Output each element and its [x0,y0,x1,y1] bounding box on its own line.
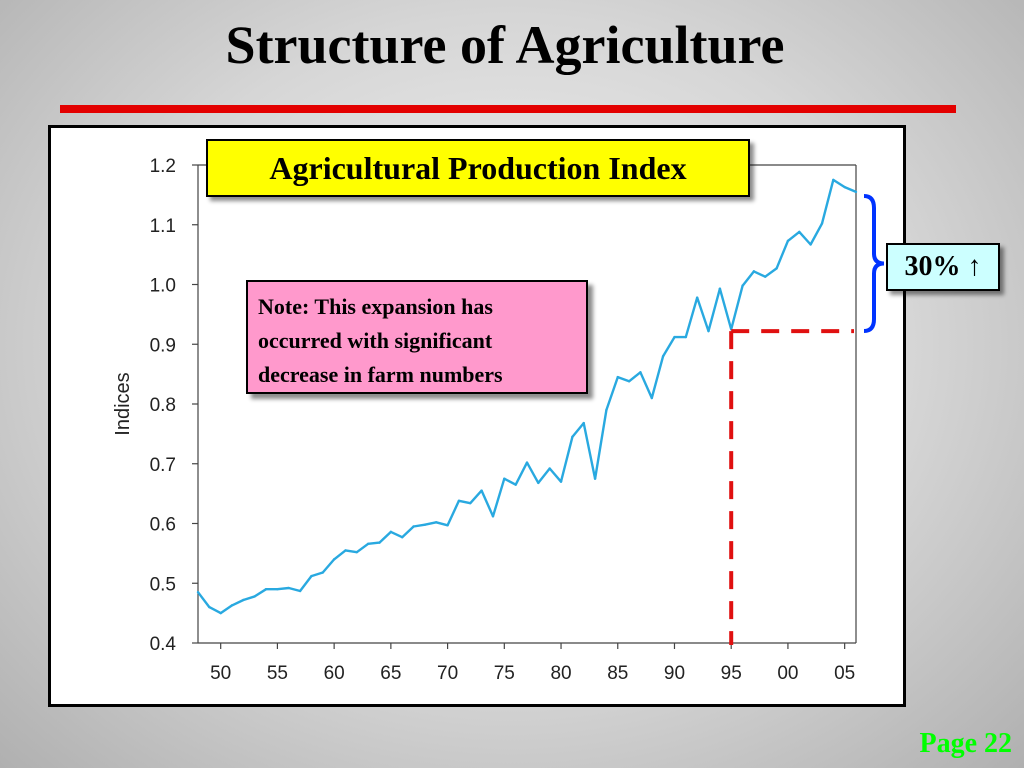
x-tick-label: 85 [607,663,628,684]
data-point [287,586,290,590]
data-point [208,605,211,609]
data-point [276,588,279,591]
note-line: decrease in farm numbers [258,362,503,387]
data-point [389,530,393,534]
data-point [582,421,585,425]
x-tick-label: 95 [721,663,742,684]
data-point [820,222,824,225]
y-tick-label: 0.6 [150,515,176,536]
data-point [401,536,404,539]
data-point [446,524,449,527]
data-point [752,270,756,273]
brace-icon [863,194,885,333]
data-point [661,355,665,358]
data-point [718,287,722,290]
note-box: Note: This expansion has occurred with s… [246,280,588,394]
data-point [423,523,427,526]
data-point [832,178,835,182]
slide-title: Structure of Agriculture [225,15,785,75]
data-point [480,489,483,492]
x-tick-label: 00 [777,663,798,684]
data-point [298,589,302,593]
x-tick-label: 65 [380,663,401,684]
chart-series [196,178,858,615]
data-point [412,525,415,528]
chart-axes [197,164,857,644]
data-point [355,550,359,554]
chart-reference-markers [729,194,885,645]
note-line: occurred with significant [258,328,493,353]
data-point [503,477,506,480]
x-tick-label: 55 [267,663,288,684]
page-number: Page 22 [919,728,1012,759]
data-point [332,558,336,561]
data-point [378,541,381,544]
data-point [639,371,642,374]
data-point [786,239,790,243]
data-point [457,499,461,502]
data-point [514,483,517,486]
data-point [537,481,540,485]
data-point [798,230,801,234]
data-point [593,477,597,480]
data-point [230,604,234,607]
chart-ticks: 0.4 0.5 0.6 0.7 0.8 0.9 1.0 1.1 1.2 50 55 60 65 70 75 8… [150,156,856,684]
data-point [310,574,313,578]
y-tick-label: 1.1 [150,216,176,237]
data-point [764,275,767,278]
data-point [650,396,653,400]
chart-title-box: Agricultural Production Index [206,139,750,197]
data-point [344,549,347,552]
data-point [321,571,324,574]
data-point [196,591,200,594]
data-point [491,515,495,518]
growth-badge: 30% ↑ [886,243,1000,291]
y-tick-label: 0.9 [150,335,176,356]
data-point [809,243,812,246]
y-tick-label: 0.4 [150,634,177,655]
data-point [627,380,631,383]
x-tick-label: 60 [324,663,345,684]
data-point [264,588,268,591]
y-tick-label: 0.8 [150,395,176,416]
data-point [219,611,222,615]
data-point [559,480,563,483]
y-tick-label: 0.7 [150,455,176,476]
data-point [695,296,699,299]
y-tick-label: 1.0 [150,276,176,297]
title-rule [60,105,956,113]
y-axis-title: Indices [112,372,134,435]
data-point [741,284,744,287]
data-point [684,335,688,339]
data-point [435,521,438,524]
data-point [707,329,710,333]
data-point [775,267,778,270]
x-tick-label: 50 [210,663,231,684]
series-line [197,178,857,615]
data-point [854,190,858,194]
data-point [242,598,245,602]
data-point [843,185,846,189]
data-point [366,542,370,546]
data-point [605,408,608,412]
x-tick-label: 90 [664,663,685,684]
data-point [571,435,574,439]
y-tick-label: 1.2 [150,156,176,177]
data-point [673,335,676,339]
y-tick-label: 0.5 [150,574,176,595]
x-tick-label: 75 [494,663,515,684]
x-tick-label: 70 [437,663,458,684]
data-point [548,467,551,470]
data-point [253,595,256,598]
data-point [469,501,472,505]
chart-frame [48,125,906,707]
data-point [525,461,529,464]
x-tick-label: 80 [550,663,571,684]
x-tick-label: 05 [834,663,855,684]
data-point [616,375,619,379]
note-line: Note: This expansion has [258,294,493,319]
